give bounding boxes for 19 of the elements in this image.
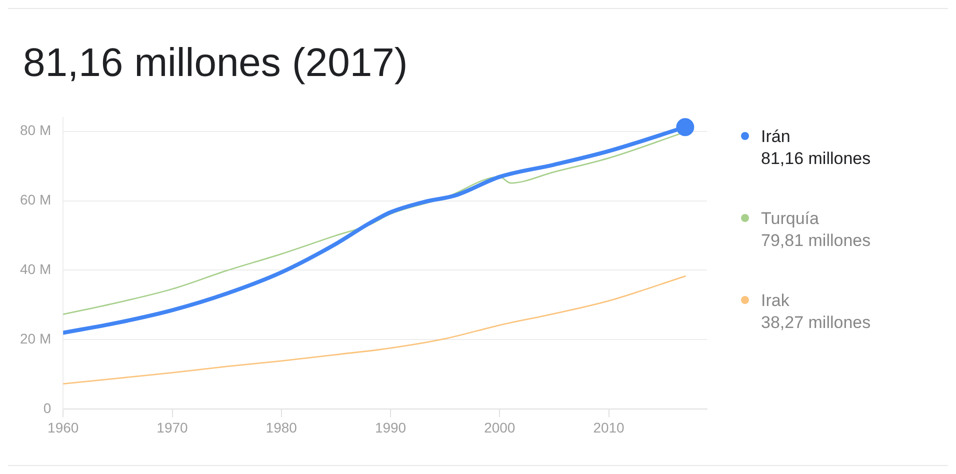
text: 38,27 millones <box>761 312 871 334</box>
text: 81,16 millones <box>761 148 871 170</box>
chart-title: 81,16 millones (2017) <box>23 41 408 86</box>
legend-label: Turquía <box>761 208 820 230</box>
x-tick-label: 1990 <box>374 419 406 436</box>
legend-label: Irak <box>761 290 790 312</box>
x-tick-label: 2010 <box>593 419 625 436</box>
x-tick-label: 1980 <box>266 419 298 436</box>
legend-label: Irán <box>761 126 792 148</box>
x-tick-label: 1970 <box>156 419 188 436</box>
y-tick-label: 60 M <box>20 192 52 208</box>
y-tick-label: 40 M <box>20 261 52 278</box>
x-tick-label: 1960 <box>48 419 79 436</box>
line-series <box>63 275 686 385</box>
y-tick-label: 0 <box>43 400 52 416</box>
y-tick-label: 20 M <box>20 330 52 347</box>
x-tick-label: 2000 <box>484 419 516 436</box>
text: 79,81 millones <box>761 230 871 252</box>
y-tick-label: 80 M <box>20 122 52 138</box>
